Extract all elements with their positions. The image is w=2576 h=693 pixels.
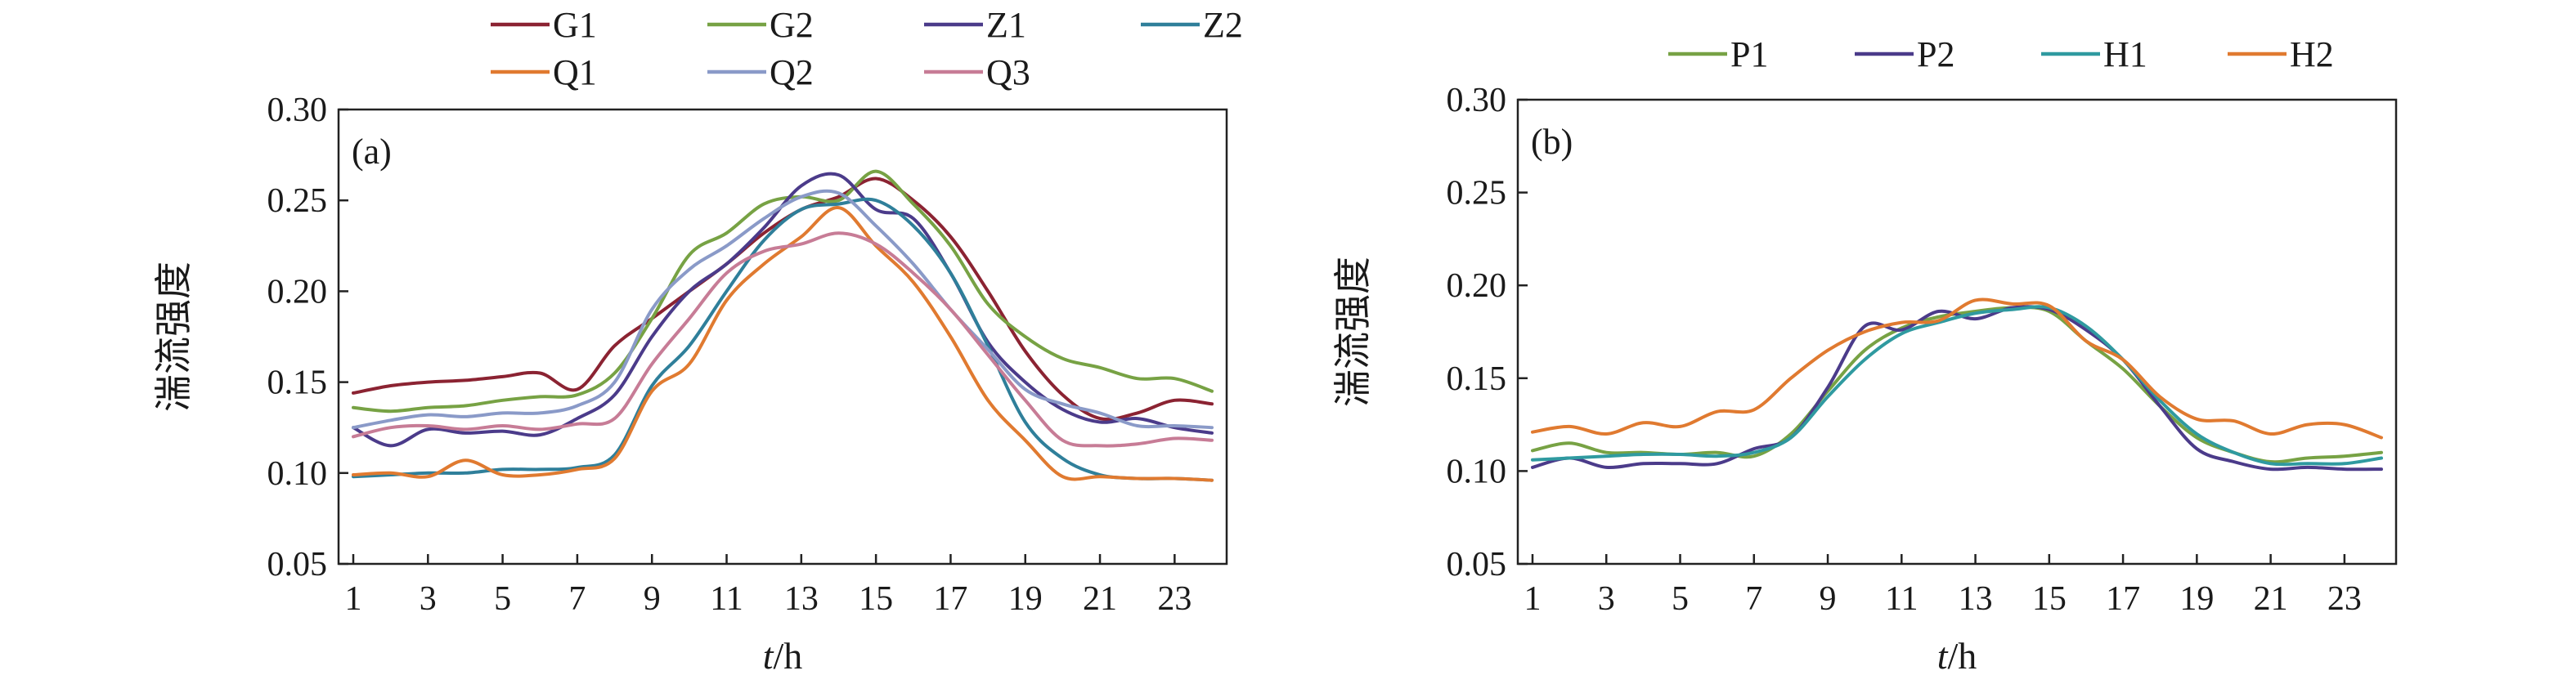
y-tick-label-a-3: 0.20 [267, 273, 328, 311]
x-tick-label-a-8: 17 [933, 580, 967, 618]
x-axis-a: 1 3 5 7 9 11 13 15 17 19 21 23 [345, 554, 1192, 618]
x-tick-label-a-7: 15 [859, 580, 893, 618]
legend-label-z1: Z1 [986, 5, 1026, 45]
legend-b: P1 P2 H1 H2 [1668, 34, 2334, 74]
panel-label-a: (a) [352, 132, 392, 172]
y-tick-label-b-3: 0.20 [1447, 267, 1507, 305]
x-tick-label-a-1: 3 [420, 580, 437, 618]
x-tick-label-b-6: 13 [1959, 580, 1993, 618]
panel-label-b: (b) [1531, 122, 1573, 162]
legend-a: G1 G2 Z1 Z2 Q1 Q2 Q3 [491, 5, 1243, 92]
x-tick-label-b-4: 9 [1820, 580, 1837, 618]
x-tick-label-b-2: 5 [1672, 580, 1689, 618]
x-tick-label-a-9: 19 [1008, 580, 1043, 618]
x-tick-label-b-3: 7 [1745, 580, 1762, 618]
x-tick-label-b-11: 23 [2327, 580, 2362, 618]
y-tick-label-b-5: 0.30 [1447, 82, 1507, 119]
x-tick-label-a-10: 21 [1083, 580, 1117, 618]
x-axis-b: 1 3 5 7 9 11 13 15 17 19 21 23 [1524, 554, 2362, 618]
y-axis-title-a: 湍流强度 [151, 262, 195, 412]
legend-label-q1: Q1 [553, 52, 597, 92]
x-tick-label-b-10: 21 [2254, 580, 2288, 618]
x-axis-title-var-b: t [1937, 635, 1949, 677]
y-tick-label-b-2: 0.15 [1447, 360, 1507, 398]
x-tick-label-a-6: 13 [784, 580, 819, 618]
x-axis-title-a: t/h [763, 635, 803, 677]
legend-label-z2: Z2 [1203, 5, 1243, 45]
y-tick-label-a-0: 0.05 [267, 546, 328, 583]
x-axis-title-unit-a: /h [774, 635, 803, 677]
series-line-p2 [1531, 305, 2383, 472]
x-tick-label-a-11: 23 [1157, 580, 1192, 618]
x-tick-label-b-1: 3 [1598, 580, 1615, 618]
series-line-h1 [1531, 305, 2383, 467]
legend-label-q2: Q2 [770, 52, 814, 92]
y-tick-label-b-4: 0.25 [1447, 175, 1507, 212]
legend-label-g1: G1 [553, 5, 597, 45]
x-tick-label-a-0: 1 [345, 580, 362, 618]
legend-label-p2: P2 [1917, 34, 1954, 74]
series-line-p1 [1531, 306, 2383, 464]
plot-frame-b [1516, 98, 2398, 566]
legend-label-h1: H1 [2103, 34, 2147, 74]
series-line-g1 [352, 177, 1214, 422]
series-line-h2 [1531, 297, 2383, 440]
x-tick-label-b-0: 1 [1524, 580, 1542, 618]
y-tick-label-a-5: 0.30 [267, 92, 328, 129]
x-tick-label-b-9: 19 [2179, 580, 2214, 618]
x-tick-label-b-8: 17 [2106, 580, 2140, 618]
series-line-q3 [352, 231, 1214, 448]
x-tick-label-b-5: 11 [1885, 580, 1918, 618]
series-line-z2 [352, 197, 1214, 482]
x-tick-label-a-4: 9 [644, 580, 661, 618]
x-axis-title-var-a: t [763, 635, 774, 677]
y-tick-label-a-2: 0.15 [267, 364, 328, 402]
y-tick-label-a-1: 0.10 [267, 455, 328, 493]
series-line-z1 [352, 172, 1214, 448]
y-tick-label-b-1: 0.10 [1447, 453, 1507, 490]
x-tick-label-a-2: 5 [494, 580, 511, 618]
x-tick-label-b-7: 15 [2032, 580, 2067, 618]
y-axis-title-b: 湍流强度 [1331, 257, 1375, 407]
y-axis-b: 0.05 0.10 0.15 0.20 0.25 0.30 [1447, 82, 1528, 583]
plot-frame-a [337, 108, 1228, 566]
x-tick-label-a-5: 11 [710, 580, 743, 618]
series-lines-a [352, 169, 1214, 482]
y-tick-label-b-0: 0.05 [1447, 546, 1507, 583]
legend-label-q3: Q3 [986, 52, 1030, 92]
series-line-q2 [352, 189, 1214, 430]
x-axis-title-unit-b: /h [1948, 635, 1977, 677]
y-axis-a: 0.05 0.10 0.15 0.20 0.25 0.30 [267, 92, 348, 583]
x-tick-label-a-3: 7 [568, 580, 586, 618]
legend-label-h2: H2 [2290, 34, 2334, 74]
y-tick-label-a-4: 0.25 [267, 182, 328, 220]
legend-label-g2: G2 [770, 5, 814, 45]
legend-label-p1: P1 [1730, 34, 1768, 74]
x-axis-title-b: t/h [1937, 635, 1977, 677]
series-line-g2 [352, 169, 1214, 414]
series-lines-b [1531, 297, 2383, 472]
